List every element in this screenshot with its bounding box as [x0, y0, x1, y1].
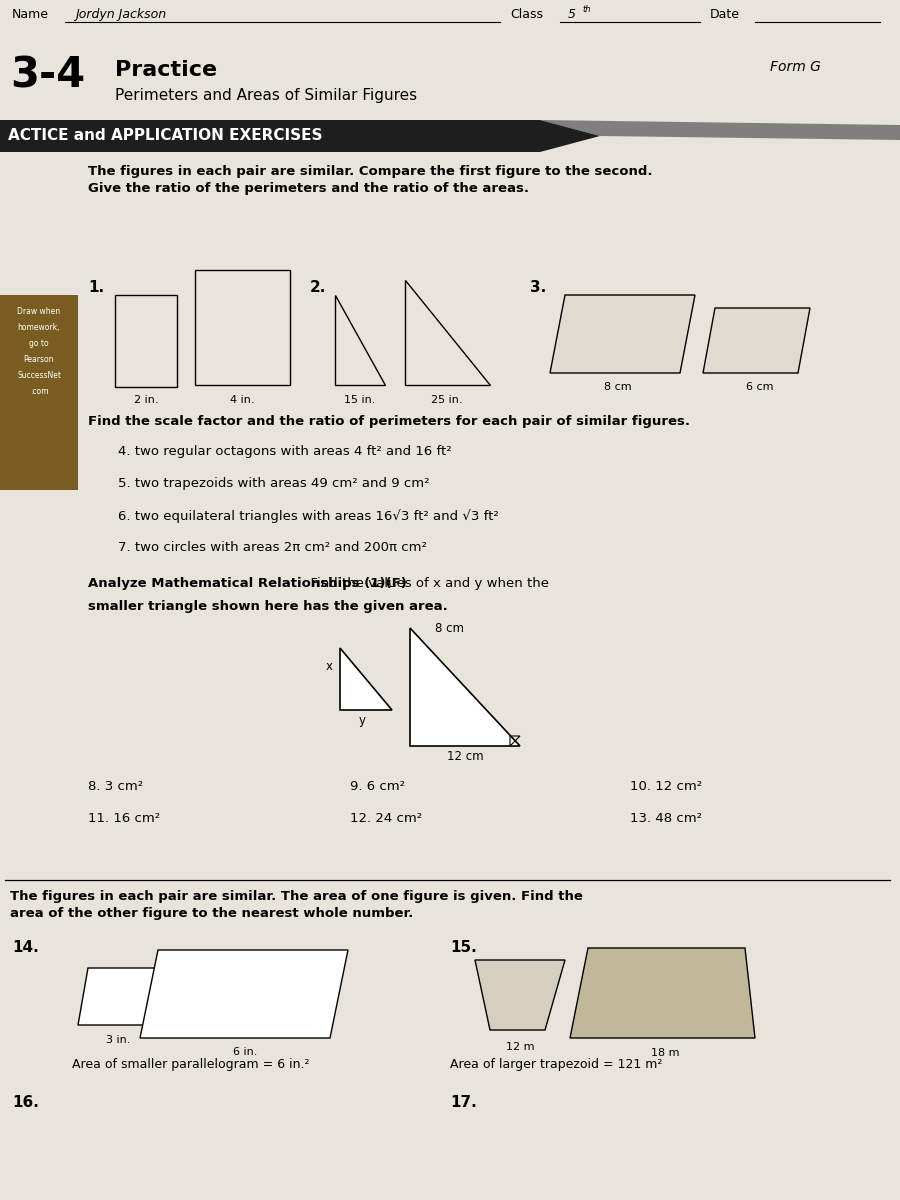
Text: 18 m: 18 m: [651, 1048, 680, 1058]
Text: smaller triangle shown here has the given area.: smaller triangle shown here has the give…: [88, 600, 448, 613]
Text: Find the values of x and y when the: Find the values of x and y when the: [302, 577, 549, 590]
Text: 16.: 16.: [12, 1094, 39, 1110]
Text: y: y: [358, 714, 365, 727]
Text: 17.: 17.: [450, 1094, 477, 1110]
Text: homework,: homework,: [18, 323, 60, 332]
Text: Name: Name: [12, 8, 49, 20]
Text: Perimeters and Areas of Similar Figures: Perimeters and Areas of Similar Figures: [115, 88, 417, 103]
Text: The figures in each pair are similar. The area of one figure is given. Find the
: The figures in each pair are similar. Th…: [10, 890, 583, 920]
Text: 8 cm: 8 cm: [604, 382, 632, 392]
Polygon shape: [78, 968, 158, 1025]
Bar: [115, 295, 177, 386]
Text: 5. two trapezoids with areas 49 cm² and 9 cm²: 5. two trapezoids with areas 49 cm² and …: [118, 476, 429, 490]
Text: 13. 48 cm²: 13. 48 cm²: [630, 812, 702, 826]
Bar: [195, 270, 290, 385]
Text: Date: Date: [710, 8, 740, 20]
Text: Form G: Form G: [770, 60, 821, 74]
Polygon shape: [703, 308, 810, 373]
Text: 3 in.: 3 in.: [106, 1034, 130, 1045]
Text: 8 cm: 8 cm: [435, 622, 464, 635]
Text: .com: .com: [30, 386, 49, 396]
Polygon shape: [540, 120, 900, 140]
Text: go to: go to: [29, 338, 49, 348]
Text: th: th: [582, 5, 590, 14]
Text: 4 in.: 4 in.: [230, 395, 254, 404]
Polygon shape: [405, 280, 490, 385]
Text: 4. two regular octagons with areas 4 ft² and 16 ft²: 4. two regular octagons with areas 4 ft²…: [118, 445, 452, 458]
Text: 15 in.: 15 in.: [345, 395, 375, 404]
Text: 12 m: 12 m: [506, 1042, 535, 1052]
Polygon shape: [540, 120, 600, 152]
Text: x: x: [326, 660, 333, 673]
Text: 5: 5: [568, 8, 576, 20]
Text: 14.: 14.: [12, 940, 39, 955]
Text: Find the scale factor and the ratio of perimeters for each pair of similar figur: Find the scale factor and the ratio of p…: [88, 415, 690, 428]
Text: 12 cm: 12 cm: [446, 750, 483, 763]
Text: Area of smaller parallelogram = 6 in.²: Area of smaller parallelogram = 6 in.²: [72, 1058, 310, 1070]
Polygon shape: [475, 960, 565, 1030]
Text: Area of larger trapezoid = 121 m²: Area of larger trapezoid = 121 m²: [450, 1058, 662, 1070]
Text: 6. two equilateral triangles with areas 16√3 ft² and √3 ft²: 6. two equilateral triangles with areas …: [118, 509, 499, 523]
Polygon shape: [410, 628, 520, 746]
Text: 6 cm: 6 cm: [746, 382, 774, 392]
Text: 2.: 2.: [310, 280, 327, 295]
Text: Analyze Mathematical Relationships (1)(F): Analyze Mathematical Relationships (1)(F…: [88, 577, 407, 590]
Text: 3.: 3.: [530, 280, 546, 295]
Polygon shape: [335, 295, 385, 385]
Text: 6 in.: 6 in.: [233, 1046, 257, 1057]
Text: 3-4: 3-4: [10, 55, 86, 97]
Text: 15.: 15.: [450, 940, 477, 955]
Text: Class: Class: [510, 8, 543, 20]
Polygon shape: [570, 948, 755, 1038]
Bar: [0, 295, 78, 490]
Text: 10. 12 cm²: 10. 12 cm²: [630, 780, 702, 793]
Text: 7. two circles with areas 2π cm² and 200π cm²: 7. two circles with areas 2π cm² and 200…: [118, 541, 427, 554]
Text: 8. 3 cm²: 8. 3 cm²: [88, 780, 143, 793]
Text: 11. 16 cm²: 11. 16 cm²: [88, 812, 160, 826]
Text: 12. 24 cm²: 12. 24 cm²: [350, 812, 422, 826]
Polygon shape: [550, 295, 695, 373]
Text: Pearson: Pearson: [23, 355, 54, 364]
Text: Jordyn Jackson: Jordyn Jackson: [75, 8, 166, 20]
Text: ACTICE and APPLICATION EXERCISES: ACTICE and APPLICATION EXERCISES: [8, 128, 322, 143]
Polygon shape: [140, 950, 348, 1038]
Text: The figures in each pair are similar. Compare the first figure to the second.
Gi: The figures in each pair are similar. Co…: [88, 164, 652, 194]
Text: 1.: 1.: [88, 280, 104, 295]
Polygon shape: [0, 120, 540, 152]
Text: SuccessNet: SuccessNet: [17, 371, 61, 380]
Text: 9. 6 cm²: 9. 6 cm²: [350, 780, 405, 793]
Text: 25 in.: 25 in.: [431, 395, 463, 404]
Polygon shape: [340, 648, 392, 710]
Text: Draw when: Draw when: [17, 307, 60, 316]
Text: 2 in.: 2 in.: [134, 395, 158, 404]
Text: Practice: Practice: [115, 60, 217, 80]
